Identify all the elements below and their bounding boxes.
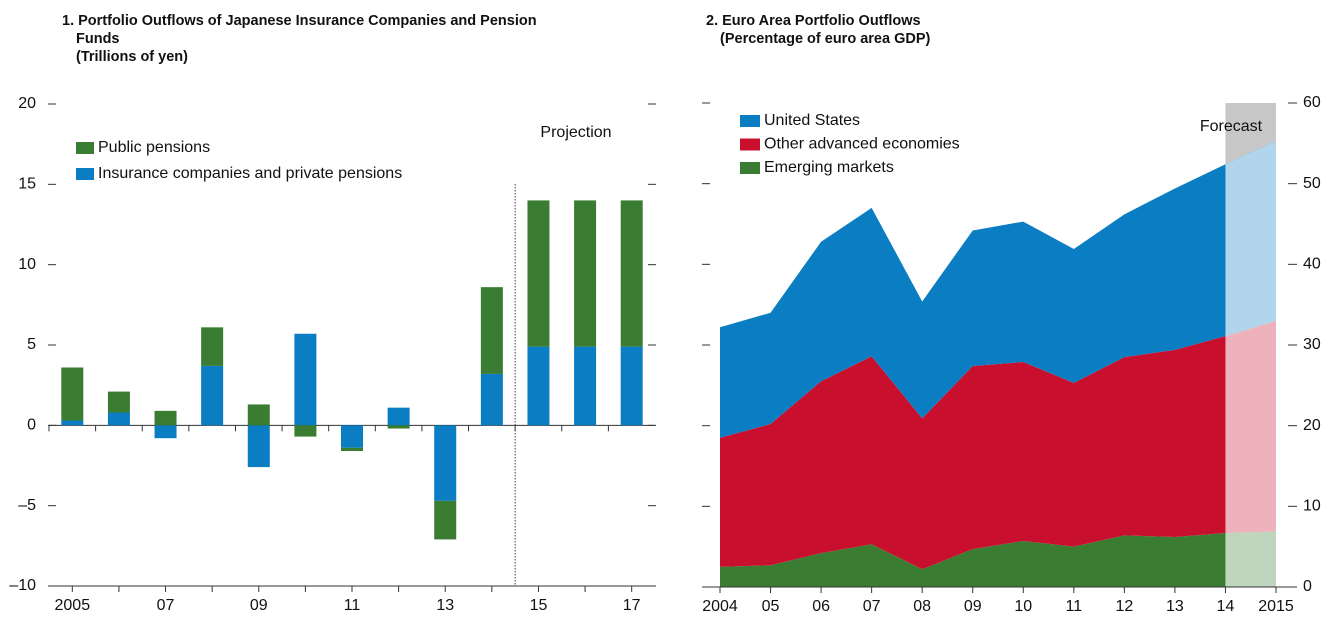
legend-label: Public pensions [98,139,210,156]
x-tick-label: 08 [913,598,931,615]
legend-swatch [76,168,94,180]
bar [387,407,410,426]
x-tick-label: 06 [812,598,830,615]
bar [201,327,224,366]
y-tick-label: –5 [18,497,36,514]
area [720,320,1276,570]
bar [434,425,457,501]
x-tick-label: 11 [1066,598,1083,615]
legend-label: Emerging markets [764,159,894,176]
bar [247,404,270,426]
x-tick-label: 2005 [55,597,91,614]
chart-title: 2. Euro Area Portfolio Outflows [706,13,921,29]
bar [574,200,597,347]
bar [527,346,550,426]
bar [294,333,317,426]
bar [61,367,84,421]
chart-subtitle: (Trillions of yen) [76,49,188,65]
legend-swatch [740,162,760,174]
title-block: 1. Portfolio Outflows of Japanese Insura… [62,12,572,66]
y-tick-label: 50 [1303,175,1321,192]
x-tick-label: 09 [964,598,982,615]
y-tick-label: 30 [1303,336,1321,353]
area [720,531,1276,587]
area [720,140,1276,438]
y-tick-label: 40 [1303,256,1321,273]
chart-title: 1. Portfolio Outflows of Japanese Insura… [62,13,537,47]
x-tick-label: 11 [344,597,361,614]
bar [527,200,550,347]
bar [341,447,363,452]
legend-swatch [740,138,760,151]
x-tick-label: 10 [1014,598,1032,615]
chart-subtitle: (Percentage of euro area GDP) [720,31,931,47]
y-tick-label: 10 [18,256,36,273]
bar [154,410,177,426]
legend-label: Insurance companies and private pensions [98,165,402,182]
y-tick-label: –10 [9,577,36,594]
y-tick-label: 0 [27,417,36,434]
x-tick-label: 09 [250,597,268,614]
x-tick-label: 12 [1115,598,1133,615]
x-tick-label: 15 [530,597,548,614]
x-tick-label: 2015 [1258,598,1294,615]
bar [620,346,643,426]
y-tick-label: 5 [27,336,36,353]
bar [61,420,84,426]
x-tick-label: 13 [436,597,454,614]
bar [620,200,643,347]
y-tick-label: 20 [1303,417,1321,434]
legend-swatch [740,115,760,127]
title-block: 2. Euro Area Portfolio Outflows (Percent… [706,12,1206,48]
legend-label: Other advanced economies [764,136,960,153]
x-tick-label: 07 [863,598,881,615]
bar [480,373,503,426]
bar [387,425,410,429]
x-tick-label: 14 [1217,598,1235,615]
annotation: Projection [540,124,611,141]
legend-label: United States [764,112,860,129]
bar [247,425,270,468]
bar [294,425,317,437]
bar [201,365,224,426]
bar [107,391,130,413]
x-tick-label: 05 [762,598,780,615]
y-tick-label: 10 [1303,498,1321,515]
x-tick-label: 17 [623,597,641,614]
bar [574,346,597,426]
x-tick-label: 07 [157,597,175,614]
y-tick-label: 15 [18,176,36,193]
legend-swatch [76,142,94,154]
x-tick-label: 13 [1166,598,1184,615]
y-tick-label: 60 [1303,94,1321,111]
forecast-overlay [1225,140,1276,587]
x-tick-label: 2004 [702,598,738,615]
annotation: Forecast [1200,118,1263,135]
bar [480,287,503,374]
bar [154,425,177,439]
bar [434,500,457,540]
y-tick-label: 0 [1303,578,1312,595]
bar [341,425,363,448]
y-tick-label: 20 [18,95,36,112]
bar [107,412,130,426]
